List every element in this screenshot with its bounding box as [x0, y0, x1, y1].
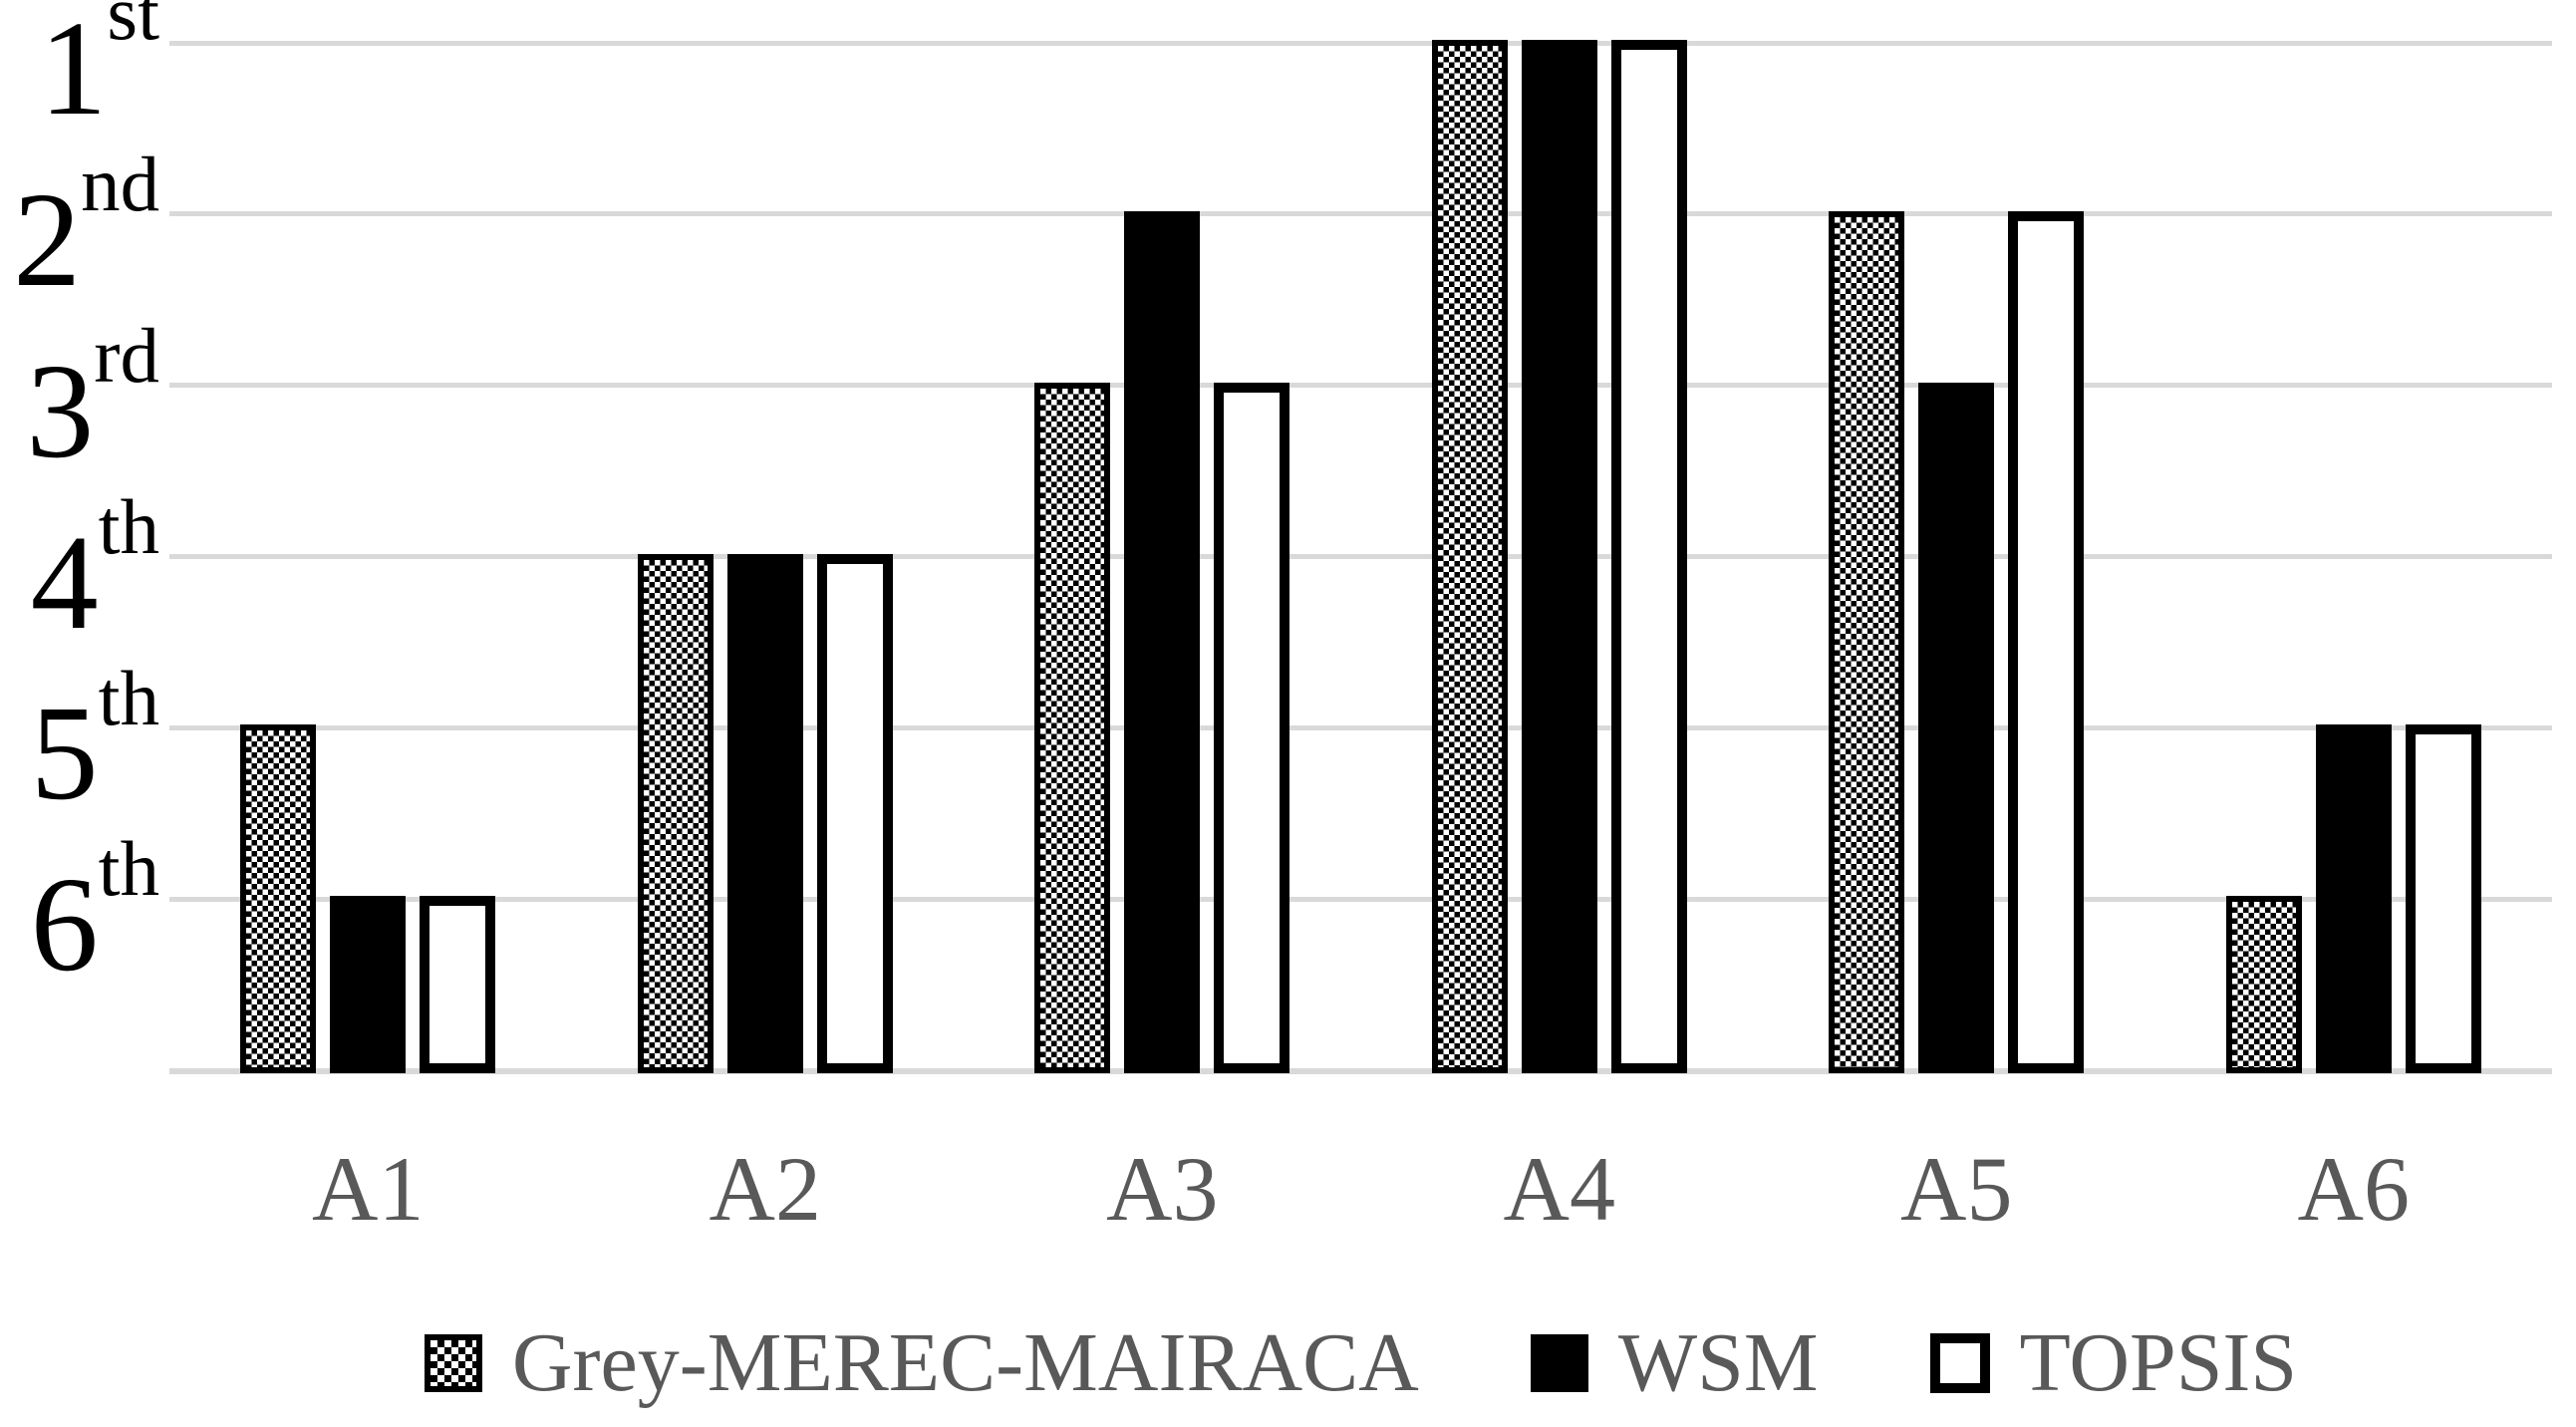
- x-axis-label-a5: A5: [1900, 1138, 2013, 1240]
- gridline-3rd: [169, 383, 2552, 389]
- x-axis-label-a1: A1: [312, 1138, 425, 1240]
- bar-grey-merec-mairaca-a1: [240, 724, 317, 1073]
- gridline-1st: [169, 40, 2552, 46]
- bar-grey-merec-mairaca-a3: [1034, 382, 1111, 1073]
- gridline-2nd: [169, 211, 2552, 217]
- y-tick-label-3rd: 3rd: [0, 317, 159, 479]
- bar-topsis-a6: [2405, 724, 2481, 1073]
- y-tick-ordinal-suffix: th: [98, 483, 159, 571]
- y-tick-rank-number: 6: [30, 850, 99, 1000]
- legend: Grey-MEREC-MAIRACA WSM TOPSIS: [169, 1313, 2552, 1413]
- legend-item-wsm: WSM: [1530, 1316, 1819, 1409]
- bar-wsm-a1: [330, 896, 407, 1073]
- x-axis-label-a2: A2: [709, 1138, 821, 1240]
- bar-topsis-a4: [1610, 40, 1687, 1073]
- bar-topsis-a3: [1214, 382, 1290, 1073]
- x-axis-label-a6: A6: [2297, 1138, 2410, 1240]
- bar-grey-merec-mairaca-a5: [1829, 210, 1905, 1073]
- y-tick-label-1st: 1st: [0, 0, 159, 137]
- bar-grey-merec-mairaca-a2: [637, 553, 714, 1073]
- y-tick-rank-number: 3: [26, 336, 95, 486]
- bar-wsm-a2: [726, 553, 803, 1073]
- y-tick-rank-number: 1: [39, 0, 108, 143]
- y-tick-rank-number: 2: [13, 164, 82, 315]
- y-tick-ordinal-suffix: rd: [94, 312, 159, 400]
- legend-label-wsm: WSM: [1617, 1316, 1819, 1409]
- y-tick-label-6th: 6th: [0, 830, 159, 993]
- y-tick-ordinal-suffix: th: [98, 655, 159, 742]
- y-tick-rank-number: 4: [30, 507, 99, 658]
- legend-swatch-checker-icon: [424, 1334, 482, 1392]
- bar-wsm-a4: [1521, 40, 1597, 1073]
- gridline-4th: [169, 554, 2552, 559]
- y-tick-label-5th: 5th: [0, 660, 159, 822]
- bar-wsm-a5: [1918, 382, 1995, 1073]
- gridline-5th: [169, 724, 2552, 730]
- bar-wsm-a6: [2315, 724, 2392, 1073]
- y-tick-ordinal-suffix: th: [98, 826, 159, 914]
- bar-topsis-a2: [816, 553, 893, 1073]
- legend-label-grey-merec-mairaca: Grey-MEREC-MAIRACA: [511, 1316, 1419, 1409]
- bar-grey-merec-mairaca-a4: [1431, 40, 1508, 1073]
- x-axis-label-a3: A3: [1106, 1138, 1219, 1240]
- gridline-6th: [169, 896, 2552, 902]
- legend-swatch-solid-icon: [1530, 1334, 1588, 1392]
- y-tick-ordinal-suffix: st: [107, 0, 159, 58]
- legend-item-topsis: TOPSIS: [1929, 1316, 2298, 1409]
- bar-topsis-a1: [420, 896, 496, 1073]
- y-tick-label-4th: 4th: [0, 488, 159, 651]
- y-tick-ordinal-suffix: nd: [81, 142, 159, 229]
- bar-grey-merec-mairaca-a6: [2225, 896, 2302, 1073]
- legend-item-grey-merec-mairaca: Grey-MEREC-MAIRACA: [424, 1316, 1419, 1409]
- y-tick-rank-number: 5: [30, 679, 99, 829]
- x-axis-label-a4: A4: [1503, 1138, 1615, 1240]
- legend-swatch-outline-icon: [1929, 1333, 1990, 1393]
- x-axis-baseline: [169, 1068, 2552, 1074]
- legend-label-topsis: TOPSIS: [2019, 1316, 2298, 1409]
- bar-topsis-a5: [2008, 210, 2085, 1073]
- y-tick-label-2nd: 2nd: [0, 145, 159, 308]
- bar-wsm-a3: [1124, 210, 1201, 1073]
